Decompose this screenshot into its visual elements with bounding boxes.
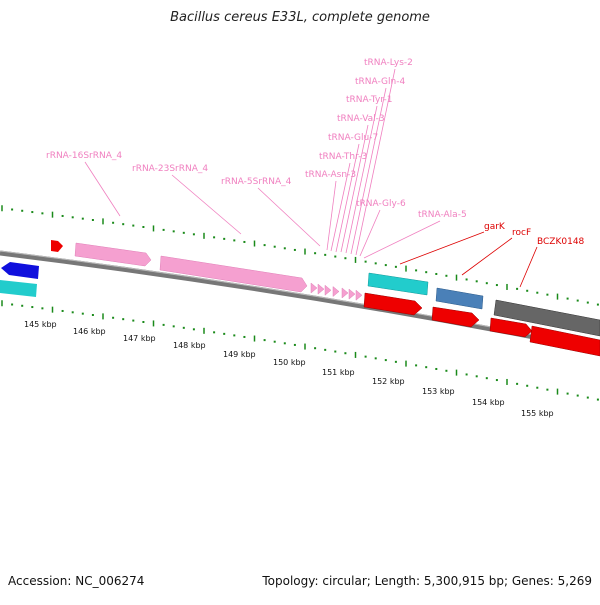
- label-connector: [171, 174, 242, 235]
- label-connector: [84, 161, 121, 217]
- kbp-label: 149 kbp: [223, 350, 256, 359]
- label-connector: [461, 237, 513, 276]
- label-connector: [335, 143, 360, 253]
- kbp-label: 151 kbp: [322, 368, 355, 377]
- feature-red-gene-2: [431, 306, 480, 328]
- rna-label-5s: rRNA-5SrRNA_4: [221, 177, 292, 187]
- feature-rrna-16s: [74, 242, 152, 267]
- feature-cyan-right: [367, 272, 429, 296]
- label-connector: [363, 220, 441, 259]
- trna-arrow: [341, 287, 349, 299]
- feature-bczk0148: [493, 299, 600, 337]
- label-connector: [257, 187, 321, 247]
- kbp-label: 145 kbp: [24, 320, 57, 329]
- rna-label-glu: tRNA-Glu-7: [328, 133, 378, 143]
- map-title: Bacillus cereus E33L, complete genome: [170, 10, 430, 25]
- rna-label-16s: rRNA-16SrRNA_4: [46, 151, 122, 161]
- feature-red-gene-1: [363, 292, 423, 316]
- trna-arrow: [324, 284, 332, 296]
- kbp-label: 155 kbp: [521, 409, 554, 418]
- trna-arrow: [332, 285, 340, 298]
- rna-label-asn: tRNA-Asn-3: [305, 170, 356, 180]
- trna-arrow: [310, 282, 318, 294]
- rna-label-lys: tRNA-Lys-2: [364, 58, 413, 68]
- label-connector: [330, 162, 351, 252]
- rna-label-ala: tRNA-Ala-5: [418, 210, 467, 220]
- kbp-label: 152 kbp: [372, 377, 405, 386]
- rna-label-thr: tRNA-Thr-3: [319, 152, 367, 162]
- label-connector: [350, 87, 387, 255]
- gene-labels: garK rocF BCZK0148: [484, 222, 585, 247]
- genome-info-text: Topology: circular; Length: 5,300,915 bp…: [262, 574, 592, 588]
- kbp-label: 147 kbp: [123, 334, 156, 343]
- label-connectors: [84, 68, 538, 288]
- kbp-labels: 145 kbp 146 kbp 147 kbp 148 kbp 149 kbp …: [24, 320, 554, 418]
- outer-tick-row: [1, 205, 599, 306]
- gene-label-rocf: rocF: [512, 228, 531, 238]
- label-connector: [355, 68, 396, 256]
- inner-tick-row: [1, 300, 599, 401]
- trna-arrow-group: [310, 282, 363, 301]
- label-connector: [326, 180, 337, 251]
- trna-arrow: [317, 283, 325, 295]
- label-connector: [345, 105, 378, 254]
- label-connector: [340, 124, 369, 253]
- accession-text: Accession: NC_006274: [8, 574, 145, 588]
- rna-label-gln: tRNA-Gln-4: [355, 77, 405, 87]
- feature-red-gene-4: [529, 325, 600, 357]
- feature-cyan-left: [0, 280, 37, 297]
- feature-blue-gene: [1, 262, 39, 279]
- kbp-label: 153 kbp: [422, 387, 455, 396]
- kbp-label: 150 kbp: [273, 358, 306, 367]
- gene-label-gark: garK: [484, 222, 506, 232]
- rna-labels: rRNA-16SrRNA_4 rRNA-23SrRNA_4 rRNA-5SrRN…: [46, 58, 467, 220]
- rna-label-tyr: tRNA-Tyr-1: [346, 95, 392, 105]
- feature-red-gene-3: [489, 317, 533, 338]
- kbp-label: 146 kbp: [73, 327, 106, 336]
- gene-label-bczk0148: BCZK0148: [537, 237, 585, 247]
- kbp-label: 148 kbp: [173, 341, 206, 350]
- rna-label-gly: tRNA-Gly-6: [356, 199, 406, 209]
- label-connector: [359, 209, 381, 257]
- kbp-label: 154 kbp: [472, 398, 505, 407]
- rna-label-23s: rRNA-23SrRNA_4: [132, 164, 208, 174]
- label-connector: [399, 231, 485, 265]
- feature-red-small: [51, 240, 63, 252]
- feature-gark: [435, 287, 484, 310]
- trna-arrow: [348, 288, 356, 300]
- gene-features: [0, 240, 600, 357]
- label-connector: [519, 246, 538, 288]
- trna-arrow: [355, 289, 363, 301]
- feature-rrna-23s: [159, 255, 308, 293]
- rna-label-val: tRNA-Val-3: [337, 114, 385, 124]
